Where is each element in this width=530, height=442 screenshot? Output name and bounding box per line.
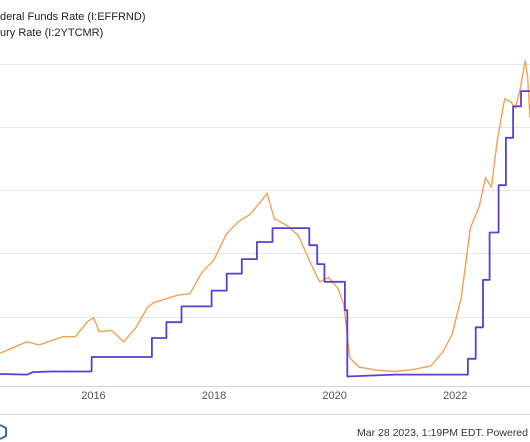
x-tick-label-2018: 2018 <box>202 390 226 402</box>
x-tick-label-2022: 2022 <box>443 390 467 402</box>
legend-entry-1: deral Funds Rate (I:EFFRND) <box>0 11 145 23</box>
footer-timestamp: Mar 28 2023, 1:19PM EDT. Powered <box>357 427 528 439</box>
legend-entry-2: ury Rate (I:2YTCMR) <box>0 27 103 39</box>
x-tick-labels: 2016 2018 2020 2022 <box>81 390 467 402</box>
series-line-1 <box>0 90 530 378</box>
series-line-2 <box>0 60 530 373</box>
grid-lines <box>0 64 530 318</box>
x-tick-label-2020: 2020 <box>322 390 346 402</box>
series-layer <box>0 60 530 378</box>
x-tick-label-2016: 2016 <box>81 390 105 402</box>
logo-icon <box>0 424 7 440</box>
legend: deral Funds Rate (I:EFFRND) ury Rate (I:… <box>0 11 145 39</box>
